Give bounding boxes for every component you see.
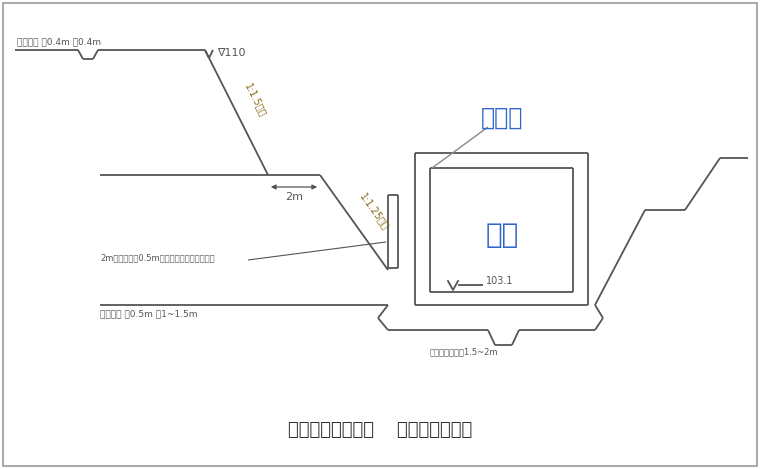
- Text: 1:1.5坡坡: 1:1.5坡坡: [243, 82, 268, 119]
- Text: 103.1: 103.1: [486, 276, 514, 286]
- Text: 排水明沟 深0.5m 宽1~1.5m: 排水明沟 深0.5m 宽1~1.5m: [100, 309, 198, 318]
- Text: 2m长木桩间距0.5m插入边坡上用竹篾篮围拦: 2m长木桩间距0.5m插入边坡上用竹篾篮围拦: [100, 254, 214, 263]
- Text: 引水渠: 引水渠: [481, 106, 523, 130]
- Text: 2m: 2m: [285, 192, 303, 202]
- Text: 1:1.25坡坡: 1:1.25坡坡: [358, 192, 391, 232]
- Text: 基坑: 基坑: [486, 221, 518, 249]
- Text: 脚手架搭设宽度1.5~2m: 脚手架搭设宽度1.5~2m: [430, 347, 499, 356]
- Text: 需要时增加松木桩    边坡加固示意图: 需要时增加松木桩 边坡加固示意图: [288, 421, 472, 439]
- Text: ∇110: ∇110: [217, 48, 245, 58]
- Text: 排水明沟 深0.4m 宽0.4m: 排水明沟 深0.4m 宽0.4m: [17, 37, 101, 46]
